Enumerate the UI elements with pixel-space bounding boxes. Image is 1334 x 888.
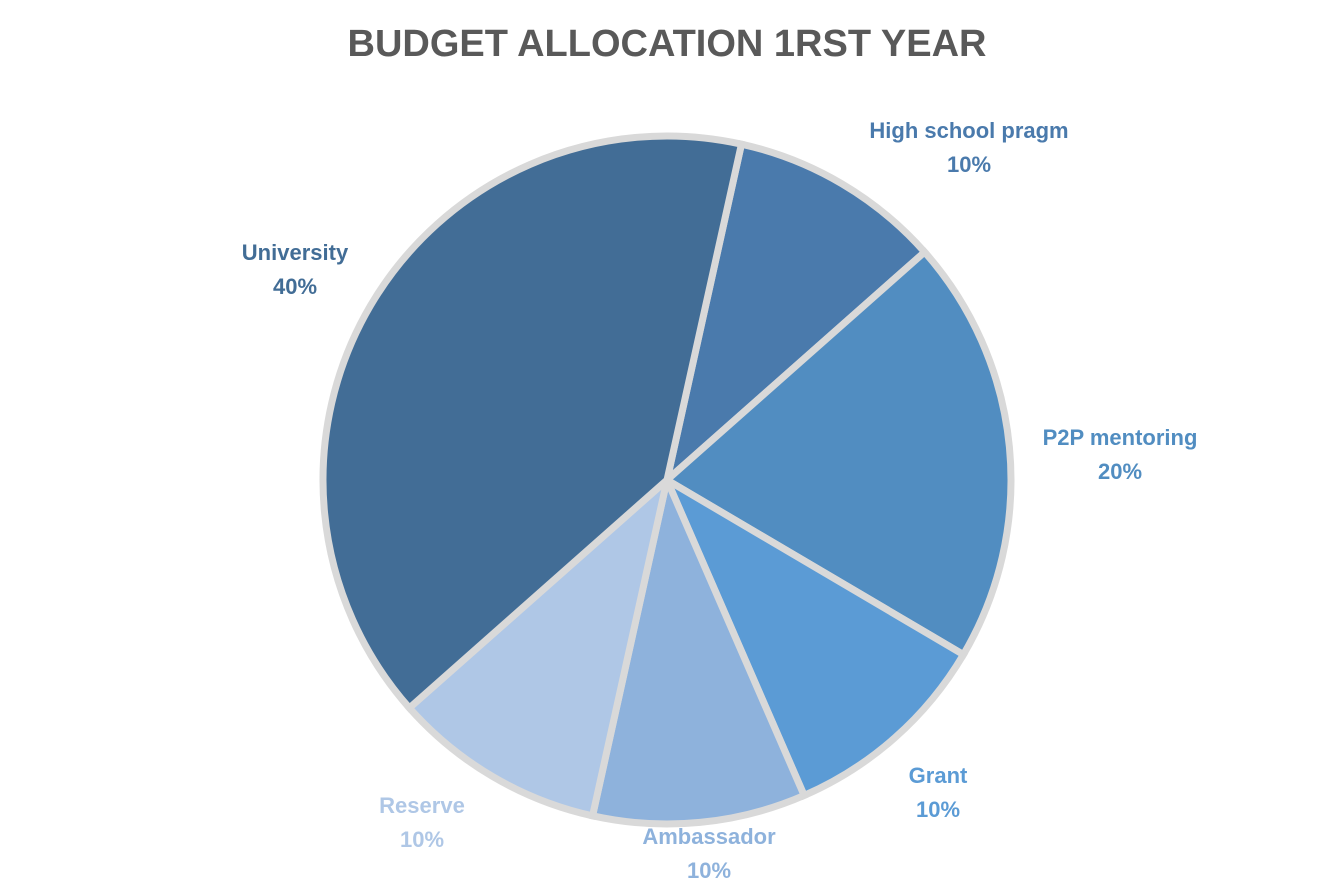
data-label-category-ambassador: Ambassador: [642, 824, 776, 849]
pie-slice-high-school-pragm: [661, 139, 930, 490]
data-label-category-p2p-mentoring: P2P mentoring: [1043, 425, 1198, 450]
data-label-value-p2p-mentoring: 20%: [1098, 459, 1142, 484]
data-label-value-reserve: 10%: [400, 827, 444, 852]
pie-slice-reserve: [404, 470, 673, 821]
data-label-category-high-school-pragm: High school pragm: [869, 118, 1068, 143]
pie-slice-grant: [659, 471, 969, 801]
data-label-category-university: University: [242, 240, 349, 265]
pie-slices: [319, 132, 1015, 828]
data-label-category-grant: Grant: [909, 763, 968, 788]
chart-title: BUDGET ALLOCATION 1RST YEAR: [348, 23, 987, 65]
data-label-value-grant: 10%: [916, 797, 960, 822]
pie-slice-ambassador: [588, 468, 809, 828]
data-label-value-ambassador: 10%: [687, 858, 731, 883]
data-label-value-high-school-pragm: 10%: [947, 152, 991, 177]
data-label-category-reserve: Reserve: [379, 793, 465, 818]
data-label-value-university: 40%: [273, 274, 317, 299]
pie-data-labels: High school pragm 10% P2P mentoring 20% Gran…: [242, 118, 1198, 883]
pie-slice-p2p-mentoring: [661, 247, 1015, 660]
pie-slice-university: [319, 132, 746, 713]
